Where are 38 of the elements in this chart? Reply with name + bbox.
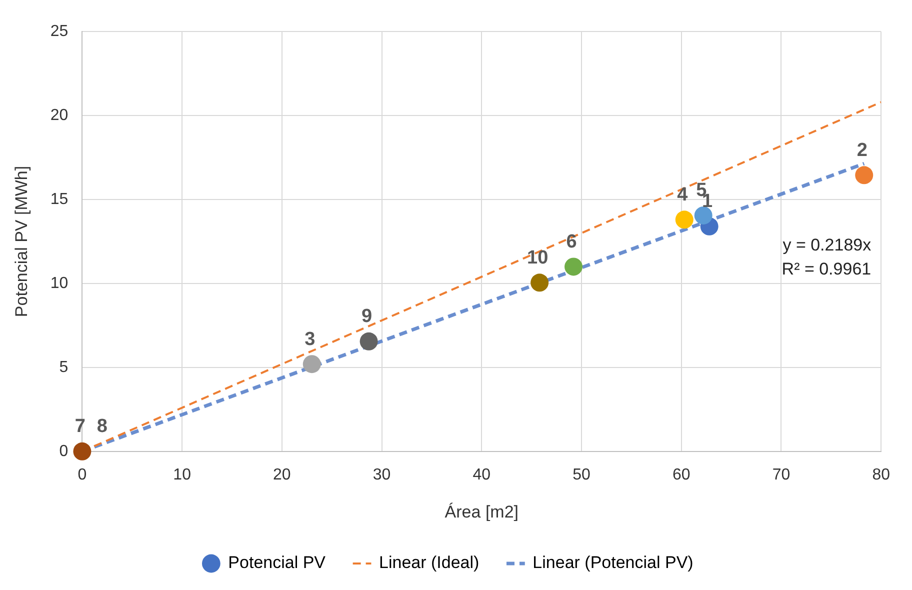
y-tick-label: 15 xyxy=(50,190,68,208)
point xyxy=(564,258,583,276)
x-tick-label: 60 xyxy=(672,466,690,484)
y-tick-label: 0 xyxy=(59,442,68,460)
point xyxy=(855,166,874,184)
point xyxy=(73,442,92,460)
x-tick-label: 30 xyxy=(372,466,391,484)
x-axis-title: Área [m2] xyxy=(444,502,518,522)
annotation: 9 xyxy=(362,306,372,328)
legend-label: Potencial PV xyxy=(228,553,326,572)
annotation: 10 xyxy=(527,247,548,268)
annotation: R² = 0.9961 xyxy=(782,259,872,278)
y-tick-label: 20 xyxy=(50,106,68,124)
point xyxy=(360,332,378,350)
annotation: 6 xyxy=(566,231,577,252)
legend-label: Linear (Ideal) xyxy=(379,553,480,572)
x-tick-label: 50 xyxy=(572,466,591,484)
x-tick-label: 10 xyxy=(173,466,192,484)
legend-label: Linear (Potencial PV) xyxy=(532,553,694,572)
annotation: 4 xyxy=(677,184,688,206)
point xyxy=(694,206,712,224)
annotation: 8 xyxy=(96,416,108,438)
point xyxy=(302,355,321,374)
y-axis-title: Potencial PV [MWh] xyxy=(12,166,31,318)
y-tick-label: 10 xyxy=(50,274,68,292)
y-tick-label: 25 xyxy=(50,23,68,40)
x-tick-label: 20 xyxy=(273,466,291,484)
point xyxy=(530,274,549,292)
point xyxy=(675,210,694,229)
annotation: 3 xyxy=(304,328,316,350)
annotation: y = 0.2189x xyxy=(782,235,872,254)
x-tick-label: 70 xyxy=(772,466,790,484)
y-tick-label: 5 xyxy=(59,358,68,376)
annotation: 2 xyxy=(856,140,868,161)
annotation: 7 xyxy=(74,416,86,438)
x-tick-label: 80 xyxy=(872,466,890,484)
x-tick-label: 0 xyxy=(78,466,87,484)
x-tick-label: 40 xyxy=(472,466,491,484)
